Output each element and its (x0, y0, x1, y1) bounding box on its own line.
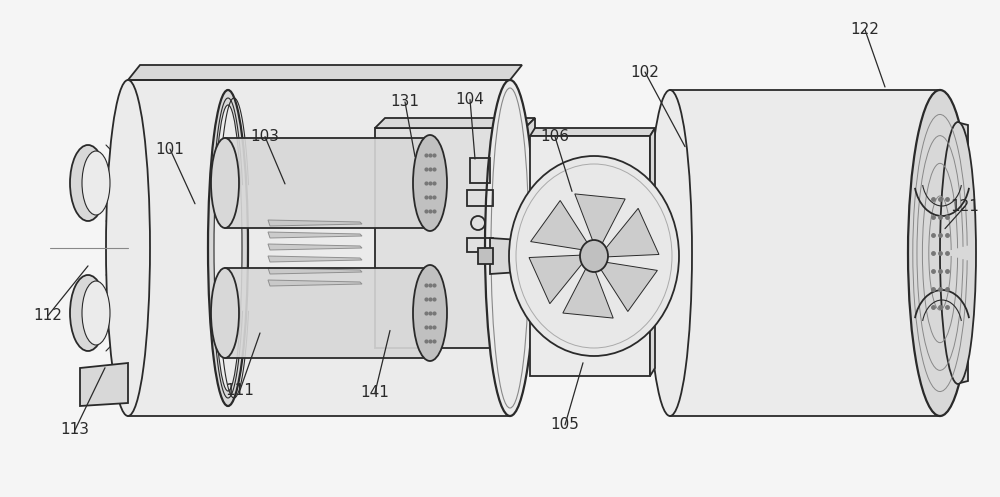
Text: 103: 103 (251, 129, 280, 144)
Text: 101: 101 (156, 142, 184, 157)
Text: 131: 131 (391, 94, 420, 109)
Polygon shape (530, 136, 650, 376)
Polygon shape (948, 120, 968, 386)
Text: 105: 105 (551, 417, 579, 432)
Polygon shape (478, 248, 493, 264)
Text: 102: 102 (631, 65, 659, 80)
Polygon shape (375, 118, 535, 128)
Ellipse shape (208, 90, 248, 406)
Text: 141: 141 (361, 385, 389, 400)
Polygon shape (525, 118, 535, 348)
Polygon shape (268, 268, 362, 274)
Polygon shape (225, 268, 430, 358)
Ellipse shape (413, 265, 447, 361)
Polygon shape (490, 238, 535, 274)
Text: 111: 111 (226, 383, 254, 398)
Polygon shape (128, 80, 510, 416)
Ellipse shape (509, 156, 679, 356)
Polygon shape (535, 208, 560, 233)
Ellipse shape (580, 240, 608, 272)
Ellipse shape (940, 122, 976, 384)
Polygon shape (80, 363, 128, 406)
Text: 104: 104 (456, 92, 484, 107)
Text: 106: 106 (540, 129, 570, 144)
Polygon shape (530, 128, 655, 136)
Polygon shape (268, 256, 362, 262)
Polygon shape (599, 262, 657, 312)
Text: 121: 121 (951, 199, 979, 214)
Polygon shape (563, 266, 613, 318)
Polygon shape (650, 128, 655, 376)
Text: 112: 112 (34, 308, 62, 323)
Text: 122: 122 (851, 22, 879, 37)
Ellipse shape (70, 275, 106, 351)
Polygon shape (529, 255, 584, 304)
Ellipse shape (908, 90, 972, 416)
Ellipse shape (106, 80, 150, 416)
Polygon shape (128, 65, 522, 80)
Polygon shape (268, 232, 362, 238)
Ellipse shape (82, 281, 110, 345)
Ellipse shape (82, 151, 110, 215)
Polygon shape (670, 90, 940, 416)
Polygon shape (375, 128, 525, 348)
Polygon shape (268, 280, 362, 286)
Polygon shape (531, 200, 589, 250)
Ellipse shape (413, 135, 447, 231)
Polygon shape (268, 220, 362, 226)
Polygon shape (225, 138, 430, 228)
Ellipse shape (211, 138, 239, 228)
Polygon shape (575, 194, 625, 246)
Ellipse shape (648, 90, 692, 416)
Polygon shape (268, 244, 362, 250)
Text: 113: 113 (61, 422, 90, 437)
Ellipse shape (214, 105, 242, 391)
Ellipse shape (211, 268, 239, 358)
Ellipse shape (70, 145, 106, 221)
Polygon shape (604, 208, 659, 257)
Ellipse shape (485, 80, 535, 416)
